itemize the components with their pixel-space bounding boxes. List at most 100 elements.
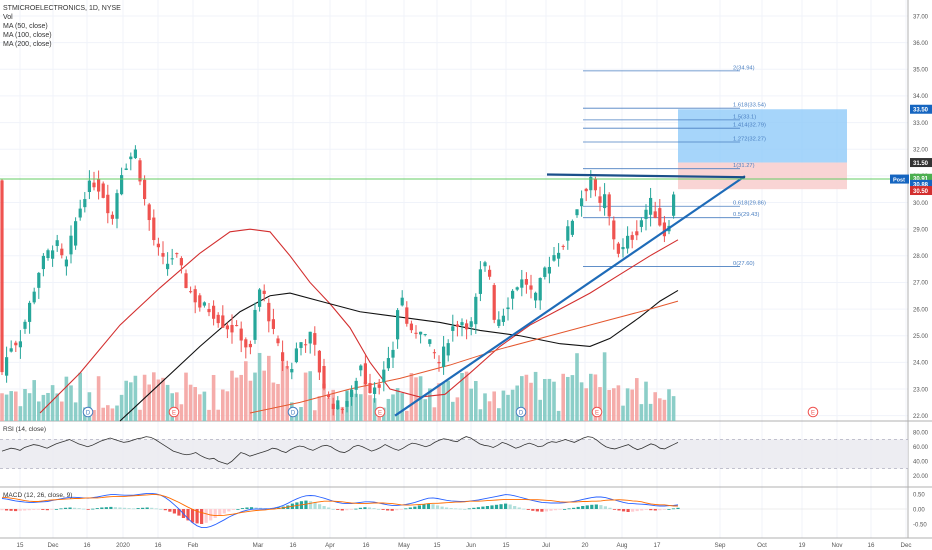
candle-body	[101, 183, 105, 198]
macd-histogram-bar	[562, 509, 567, 510]
macd-histogram-bar	[14, 509, 18, 512]
macd-histogram-bar	[549, 509, 553, 511]
price-tick-label: 28.00	[913, 254, 929, 260]
candle-body	[120, 175, 124, 195]
volume-bar	[152, 372, 156, 421]
candle-body	[442, 346, 446, 367]
target-zone	[678, 109, 847, 163]
macd-histogram-bar	[308, 501, 313, 509]
candle-body	[143, 179, 147, 200]
macd-histogram-bar	[118, 507, 122, 509]
macd-histogram-bar	[50, 509, 54, 510]
macd-histogram-bar	[376, 509, 381, 510]
price-tick-label: 27.00	[913, 281, 929, 287]
macd-histogram-bar	[590, 504, 594, 509]
candle-body	[124, 168, 128, 170]
candle-body	[561, 245, 565, 247]
volume-bar	[32, 380, 36, 421]
macd-histogram-bar	[445, 507, 449, 509]
trendline-drawings[interactable]	[0, 173, 908, 417]
time-axis[interactable]: 15 Dec 16 2020 16 Feb Mar 16 Apr 16 May 15 Jun 15 Jul 2…	[17, 542, 912, 549]
macd-histogram-bar	[494, 504, 499, 509]
macd-histogram-bar	[227, 509, 231, 512]
macd-histogram-bar	[131, 508, 136, 510]
volume-bar	[225, 391, 230, 421]
macd-histogram-bar	[245, 507, 249, 509]
macd-pane-label: MACD (12, 26, close, 9)	[3, 492, 72, 499]
macd-histogram-bar	[440, 506, 444, 509]
macd-histogram-bar	[195, 509, 199, 524]
volume-bar	[589, 373, 593, 421]
candle-body	[469, 321, 473, 327]
volume-bar	[372, 398, 377, 421]
fib-level-label: 1.5(33.1)	[733, 114, 756, 120]
candle-body	[0, 180, 4, 373]
volume-bar	[469, 388, 473, 421]
candle-body	[28, 302, 32, 322]
volume-bar	[285, 366, 289, 421]
volume-bar	[464, 371, 469, 421]
last-price-label-bg	[910, 179, 932, 189]
candle-body	[152, 217, 156, 241]
volume-bar	[129, 382, 133, 421]
macd-histogram-bar	[390, 509, 394, 511]
volume-bar	[616, 385, 621, 421]
candle-body	[115, 193, 119, 219]
volume-bar	[69, 385, 73, 421]
volume-bar	[543, 379, 547, 421]
macd-histogram-bar	[553, 509, 558, 511]
candle-body	[598, 196, 602, 203]
macd-histogram-bar	[544, 509, 549, 512]
volume-bar	[529, 382, 533, 421]
volume-bar	[552, 381, 556, 421]
macd-histogram-bar	[204, 509, 208, 523]
price-tick-label: 37.00	[913, 14, 929, 20]
volume-bar	[336, 405, 340, 421]
macd-histogram-bar	[535, 509, 539, 512]
legend-ma200: MA (200, close)	[3, 41, 52, 48]
volume-bar	[653, 392, 657, 421]
macd-histogram-bar	[649, 509, 653, 511]
candle-body	[37, 272, 41, 288]
rsi-tick-label: 60.00	[913, 445, 929, 451]
candle-body	[382, 369, 386, 383]
volume-bar	[303, 372, 308, 421]
candle-body	[662, 222, 666, 237]
macd-histogram-bar	[168, 509, 172, 512]
macd-histogram-bar	[513, 506, 517, 509]
macd-histogram-bar	[186, 509, 190, 521]
macd-histogram-bar	[422, 504, 426, 509]
fib-level-label: 0.618(29.86)	[733, 201, 766, 207]
volume-bar	[671, 396, 676, 421]
candle-body	[391, 349, 395, 358]
macd-histogram-bar	[336, 509, 340, 510]
price-axis[interactable]: 37.0036.0035.0034.0033.0032.0031.0030.00…	[913, 14, 929, 528]
macd-histogram-bar	[113, 507, 118, 509]
macd-histogram-bar	[0, 509, 4, 511]
macd-histogram-bar	[395, 509, 399, 511]
macd-histogram-bar	[581, 506, 585, 509]
candle-body	[603, 194, 607, 209]
candle-body	[331, 403, 335, 410]
candle-body	[455, 324, 459, 327]
date-tick-label: Jul	[542, 542, 550, 549]
rsi-band	[0, 439, 908, 469]
macd-histogram-bar	[603, 506, 608, 509]
candle-body	[133, 149, 137, 159]
candle-body	[336, 400, 340, 410]
candle-body	[359, 365, 363, 371]
candle-body	[92, 182, 96, 188]
macd-histogram-bar	[36, 509, 40, 510]
macd-histogram-bar	[331, 509, 335, 510]
target-price-label: 33.50	[913, 108, 929, 114]
price-tick-label: 25.00	[913, 334, 929, 340]
volume-bar	[308, 371, 312, 421]
volume-bar	[188, 384, 193, 421]
rising-trendline	[394, 175, 746, 417]
candle-body	[368, 382, 372, 393]
candle-body	[304, 344, 308, 346]
macd-histogram-bar	[72, 507, 77, 509]
